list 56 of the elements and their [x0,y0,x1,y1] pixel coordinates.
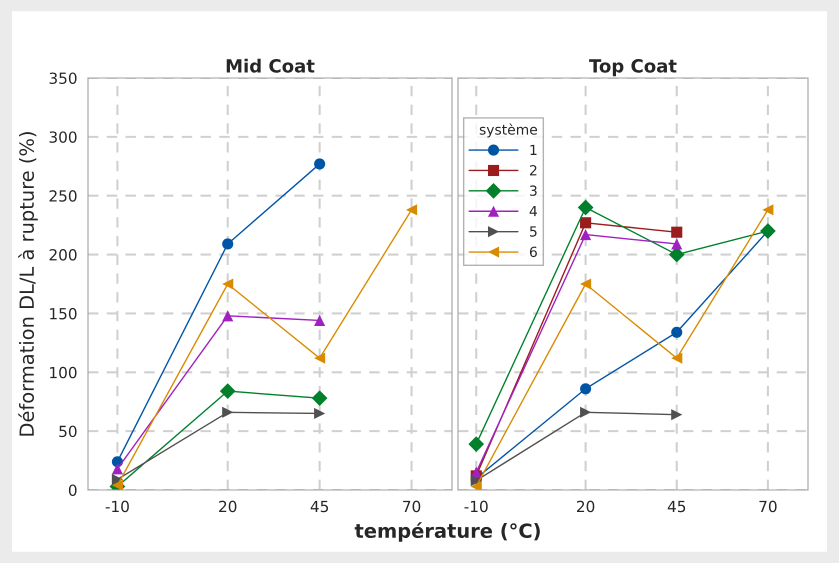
chart-title: Mid Coat [226,58,315,73]
point [760,223,776,239]
x-tick-label: 20 [219,500,236,512]
point [220,383,236,399]
point [578,200,594,216]
x-tick-label: 70 [403,500,420,512]
x-tick-label: 20 [577,500,594,512]
point [406,204,418,216]
point [671,352,682,364]
x-axis-title: température (°C) [354,522,540,542]
x-tick-label: 70 [759,500,777,512]
legend-label: 2 [530,165,536,176]
point [312,390,328,406]
point [222,238,234,250]
x-tick-label: 45 [668,500,686,512]
point [580,278,592,290]
point [671,409,682,420]
y-tick-label: 300 [50,131,77,143]
y-axis-title: Déformation DL/L à rupture (%) [18,132,38,436]
point [671,326,682,338]
y-tick-label: 200 [50,249,77,261]
y-tick-label: 150 [50,308,77,320]
legend-label: 6 [530,246,537,258]
point [222,310,234,322]
point [580,217,592,228]
legend-label: 3 [530,185,537,196]
y-tick-label: 50 [59,426,77,438]
x-tick-label: 45 [310,500,328,512]
point [112,474,123,485]
point [470,475,482,486]
legend-label: 4 [530,206,537,216]
point [314,314,326,326]
legend-title: système [480,123,538,138]
point [671,238,682,250]
point [671,226,682,238]
point [112,463,123,474]
point [314,352,326,364]
point [468,436,484,452]
y-tick-label: 0 [68,484,77,496]
y-tick-label: 250 [50,190,77,202]
point [222,278,234,290]
legend-label: 1 [530,144,536,155]
chart-title: Top Coat [589,59,677,76]
x-tick-label: -10 [464,500,488,512]
x-tick-label: -10 [106,500,129,512]
point [222,406,234,418]
y-tick-label: 350 [50,72,77,84]
point [580,229,592,240]
point [762,204,774,216]
y-tick-label: 100 [50,366,77,378]
point [580,383,592,394]
point [112,480,123,490]
legend-label: 5 [530,226,537,237]
point [580,406,592,418]
point [314,158,326,170]
point [314,408,326,420]
